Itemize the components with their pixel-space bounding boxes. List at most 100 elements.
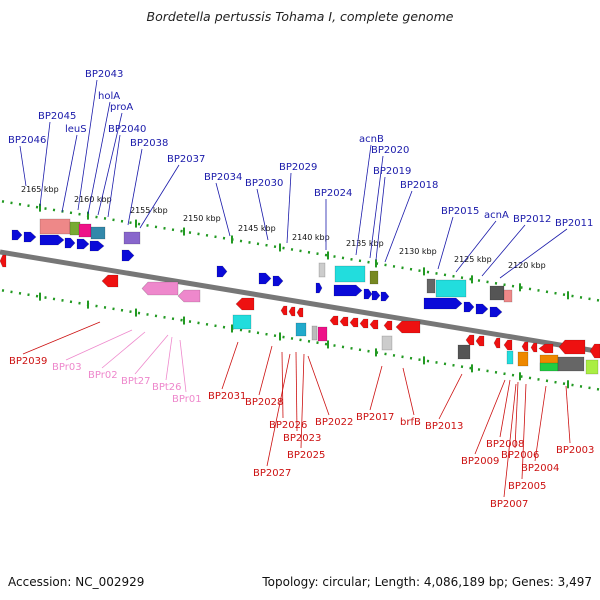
forward-gene bbox=[315, 282, 323, 294]
gene-label-top: BP2018 bbox=[400, 180, 438, 191]
lower-ruler bbox=[1, 289, 600, 391]
gene-label-bottom: BP2009 bbox=[461, 456, 499, 467]
kbp-tick-label: 2130 kbp bbox=[399, 247, 437, 256]
genome-title: Bordetella pertussis Tohama I, complete … bbox=[146, 9, 454, 24]
leader-line bbox=[565, 385, 571, 444]
leader-line bbox=[221, 341, 239, 390]
leader-line bbox=[179, 339, 187, 393]
feature-box bbox=[232, 314, 252, 330]
kbp-tick-label: 2125 kbp bbox=[454, 255, 492, 264]
gene-label-top: BP2043 bbox=[85, 69, 123, 80]
leader-line bbox=[295, 351, 298, 432]
forward-gene bbox=[475, 303, 489, 315]
kbp-tick-label: 2140 kbp bbox=[292, 233, 330, 242]
gene-label-bottom: BP2005 bbox=[508, 481, 546, 492]
forward-gene bbox=[121, 249, 135, 262]
leader-line bbox=[77, 79, 98, 211]
gene-label-top: BP2037 bbox=[167, 154, 205, 165]
gene-label-bottom: BP2008 bbox=[486, 439, 524, 450]
reverse-gene bbox=[503, 339, 513, 351]
gene-label-bottom: BPr03 bbox=[52, 362, 82, 373]
feature-box bbox=[69, 221, 81, 236]
kbp-tick-label: 2155 kbp bbox=[130, 206, 168, 215]
feature-box bbox=[39, 218, 71, 235]
forward-gene bbox=[423, 297, 463, 310]
leader-line bbox=[521, 383, 527, 480]
kbp-tick-label: 2165 kbp bbox=[21, 185, 59, 194]
feature-box bbox=[381, 335, 393, 351]
gene-label-bottom: BP2027 bbox=[253, 468, 291, 479]
leader-line bbox=[165, 336, 173, 381]
forward-gene bbox=[463, 301, 475, 313]
leader-line bbox=[499, 228, 568, 279]
forward-gene bbox=[76, 238, 90, 250]
leader-line bbox=[375, 176, 386, 261]
forward-gene bbox=[272, 275, 284, 287]
leader-line bbox=[355, 144, 372, 256]
leader-line bbox=[134, 334, 169, 375]
leader-line bbox=[39, 121, 51, 207]
forward-gene bbox=[39, 234, 65, 246]
feature-box bbox=[435, 279, 467, 298]
gene-label-bottom: BP2004 bbox=[521, 463, 559, 474]
reverse-gene bbox=[101, 274, 119, 288]
gene-label-bottom: BP2007 bbox=[490, 499, 528, 510]
gene-label-top: BP2040 bbox=[108, 124, 146, 135]
leader-line bbox=[369, 365, 383, 411]
gene-label-bottom: BPr02 bbox=[88, 370, 118, 381]
gene-label-bottom: BP2006 bbox=[501, 450, 539, 461]
feature-box bbox=[334, 265, 366, 283]
reverse-gene bbox=[369, 319, 379, 330]
reverse-gene bbox=[280, 305, 288, 316]
feature-box bbox=[295, 322, 307, 337]
leader-line bbox=[107, 134, 121, 218]
leader-line bbox=[215, 182, 231, 237]
leader-line bbox=[258, 345, 273, 396]
gene-label-bottom: BPr01 bbox=[172, 394, 202, 405]
reverse-gene bbox=[493, 337, 501, 349]
leader-line bbox=[369, 155, 384, 259]
reverse-gene bbox=[329, 315, 339, 326]
gene-label-top: BP2024 bbox=[314, 188, 352, 199]
reverse-gene bbox=[349, 317, 359, 328]
leader-line bbox=[281, 351, 284, 419]
leader-line bbox=[437, 216, 454, 270]
gene-label-top: BP2019 bbox=[373, 166, 411, 177]
forward-gene bbox=[333, 284, 363, 297]
gene-label-bottom: brfB bbox=[400, 417, 421, 428]
forward-gene bbox=[89, 240, 105, 252]
kbp-tick-label: 2160 kbp bbox=[74, 195, 112, 204]
gene-label-top: BP2038 bbox=[130, 138, 168, 149]
leader-line bbox=[22, 321, 101, 355]
gene-label-bottom: BP2017 bbox=[356, 412, 394, 423]
reverse-gene bbox=[383, 320, 393, 331]
feature-box bbox=[123, 231, 141, 245]
gene-label-top: BP2046 bbox=[8, 135, 46, 146]
forward-gene bbox=[11, 229, 23, 241]
reverse-gene bbox=[558, 339, 586, 355]
gene-label-bottom: BPt27 bbox=[121, 376, 151, 387]
leader-line bbox=[139, 164, 180, 229]
leader-line bbox=[127, 148, 143, 226]
reverse-gene bbox=[475, 335, 485, 347]
gene-label-top: BP2015 bbox=[441, 206, 479, 217]
gene-label-top: BP2011 bbox=[555, 218, 593, 229]
feature-box bbox=[457, 344, 471, 360]
forward-gene bbox=[216, 265, 228, 278]
forward-gene bbox=[363, 288, 373, 300]
feature-box bbox=[506, 350, 514, 365]
gene-label-top: acnA bbox=[484, 210, 509, 221]
leader-line bbox=[87, 101, 111, 215]
reverse-gene bbox=[359, 318, 369, 329]
reverse-gene bbox=[395, 320, 421, 334]
feature-box bbox=[90, 226, 106, 240]
forward-gene bbox=[380, 291, 390, 302]
reverse-gene bbox=[589, 343, 600, 359]
forward-gene bbox=[258, 272, 272, 285]
topology-summary: Topology: circular; Length: 4,086,189 bp… bbox=[262, 575, 592, 589]
leader-line bbox=[307, 355, 330, 416]
forward-gene bbox=[64, 237, 76, 249]
kbp-tick-label: 2120 kbp bbox=[508, 261, 546, 270]
pseudogene bbox=[177, 289, 201, 303]
